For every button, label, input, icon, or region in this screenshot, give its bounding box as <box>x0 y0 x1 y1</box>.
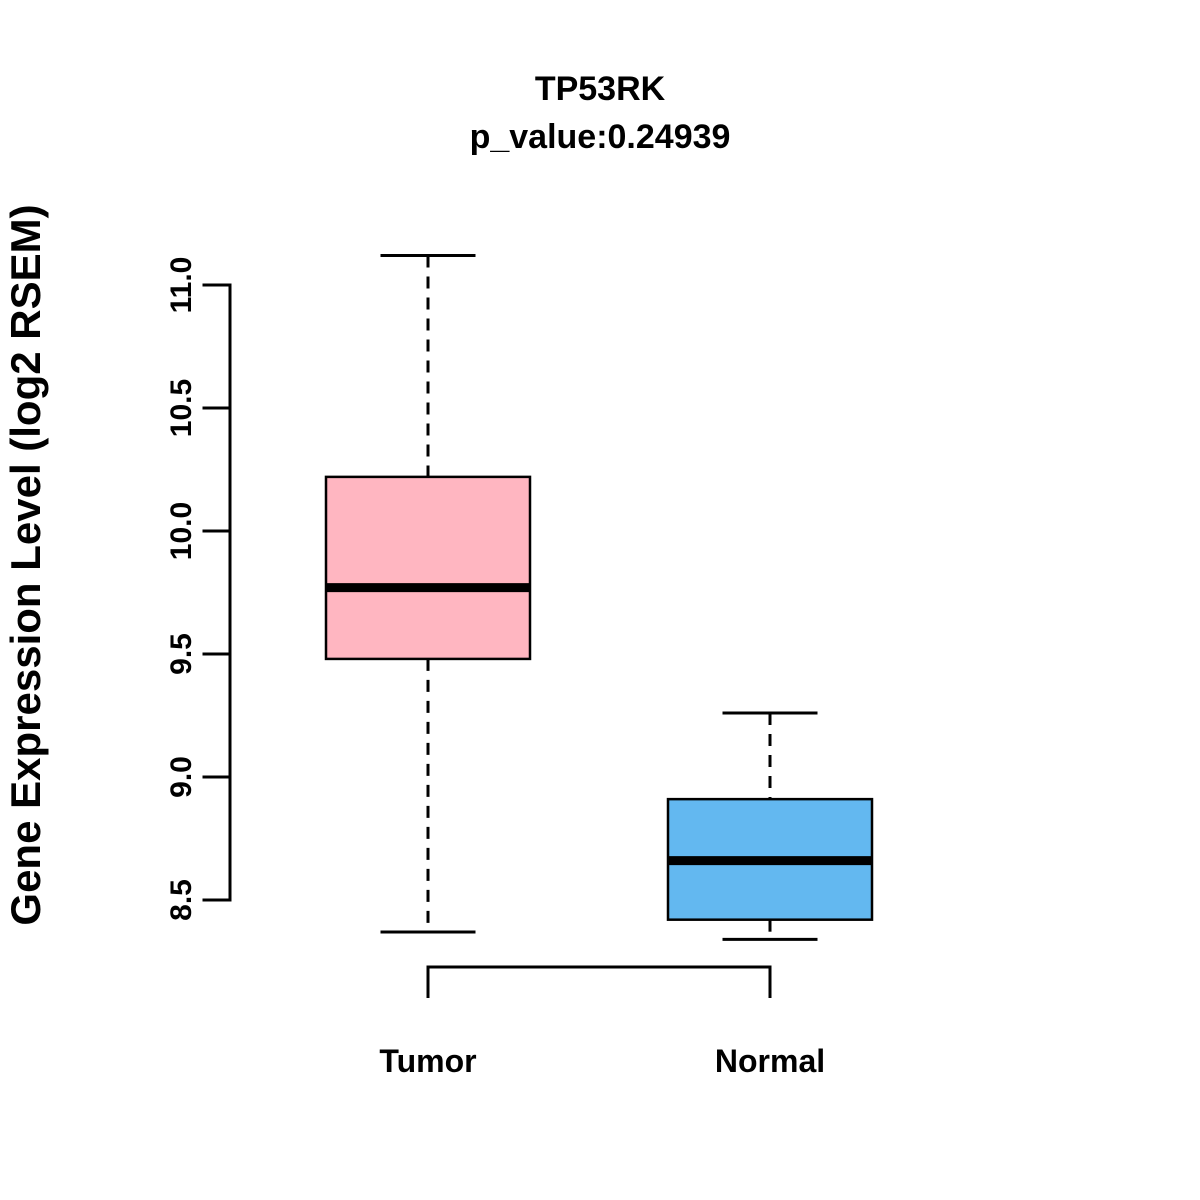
y-axis-title: Gene Expression Level (log2 RSEM) <box>2 204 49 925</box>
x-label-normal: Normal <box>715 1043 825 1079</box>
y-tick-label: 10.5 <box>165 379 198 437</box>
tumor-box <box>324 475 532 661</box>
comparison-bracket <box>426 965 772 998</box>
y-tick-label: 10.0 <box>165 502 198 560</box>
chart-title: TP53RK <box>535 70 666 108</box>
x-label-tumor: Tumor <box>379 1043 476 1079</box>
chart-subtitle: p_value:0.24939 <box>470 118 731 156</box>
plot-area: 8.5 9.0 9.5 10.0 10.5 11.0 <box>165 253 874 998</box>
y-tick-label: 11.0 <box>165 257 198 314</box>
y-tick-label: 9.5 <box>165 633 198 675</box>
y-tick-label: 8.5 <box>165 879 198 921</box>
y-tick-label: 9.0 <box>165 756 198 798</box>
